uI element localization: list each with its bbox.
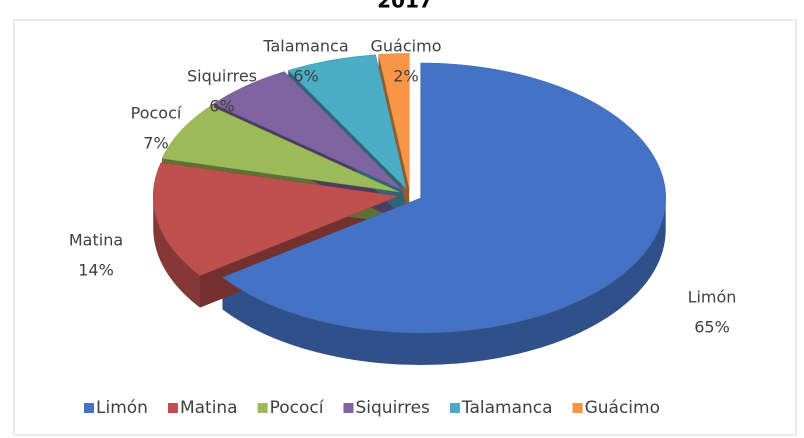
legend-swatch bbox=[449, 403, 460, 413]
legend-swatch bbox=[343, 403, 354, 413]
slice bbox=[213, 71, 403, 191]
legend-label: Pococí bbox=[270, 398, 325, 418]
legend-swatch bbox=[84, 403, 94, 413]
slice-label: Guácimo bbox=[371, 37, 442, 56]
legend: Limón Matina Pococí Siquirres Talamanca Guáci… bbox=[84, 398, 660, 418]
slice bbox=[378, 53, 410, 189]
slice-value-label: 6% bbox=[293, 67, 318, 86]
slice-value-label: 14% bbox=[78, 261, 114, 280]
slice-label: Pococí bbox=[131, 104, 182, 123]
slice-side bbox=[222, 198, 666, 366]
slice-value-label: 65% bbox=[694, 318, 730, 337]
pie-tops bbox=[152, 53, 666, 334]
legend-label: Talamanca bbox=[461, 398, 553, 418]
slice-value-label: 7% bbox=[143, 134, 168, 153]
slice-label: Matina bbox=[69, 231, 123, 250]
legend-label: Guácimo bbox=[585, 398, 660, 418]
slice bbox=[152, 162, 400, 276]
legend-swatch bbox=[167, 403, 178, 413]
slice-label: Talamanca bbox=[262, 37, 348, 56]
slice-side bbox=[153, 196, 201, 308]
legend-label: Limón bbox=[96, 398, 148, 418]
slice bbox=[287, 54, 407, 190]
slice-label: Limón bbox=[688, 288, 737, 307]
legend-swatch bbox=[572, 403, 583, 413]
slice-value-label: 2% bbox=[393, 67, 418, 86]
slice-label: Siquirres bbox=[187, 67, 257, 86]
legend-label: Siquirres bbox=[355, 398, 430, 418]
slice-value-label: 6% bbox=[209, 97, 234, 116]
slice bbox=[161, 105, 400, 193]
chart-title: 2017 bbox=[377, 0, 433, 13]
legend-swatch bbox=[257, 403, 268, 413]
slice bbox=[221, 62, 666, 334]
legend-label: Matina bbox=[180, 398, 238, 418]
